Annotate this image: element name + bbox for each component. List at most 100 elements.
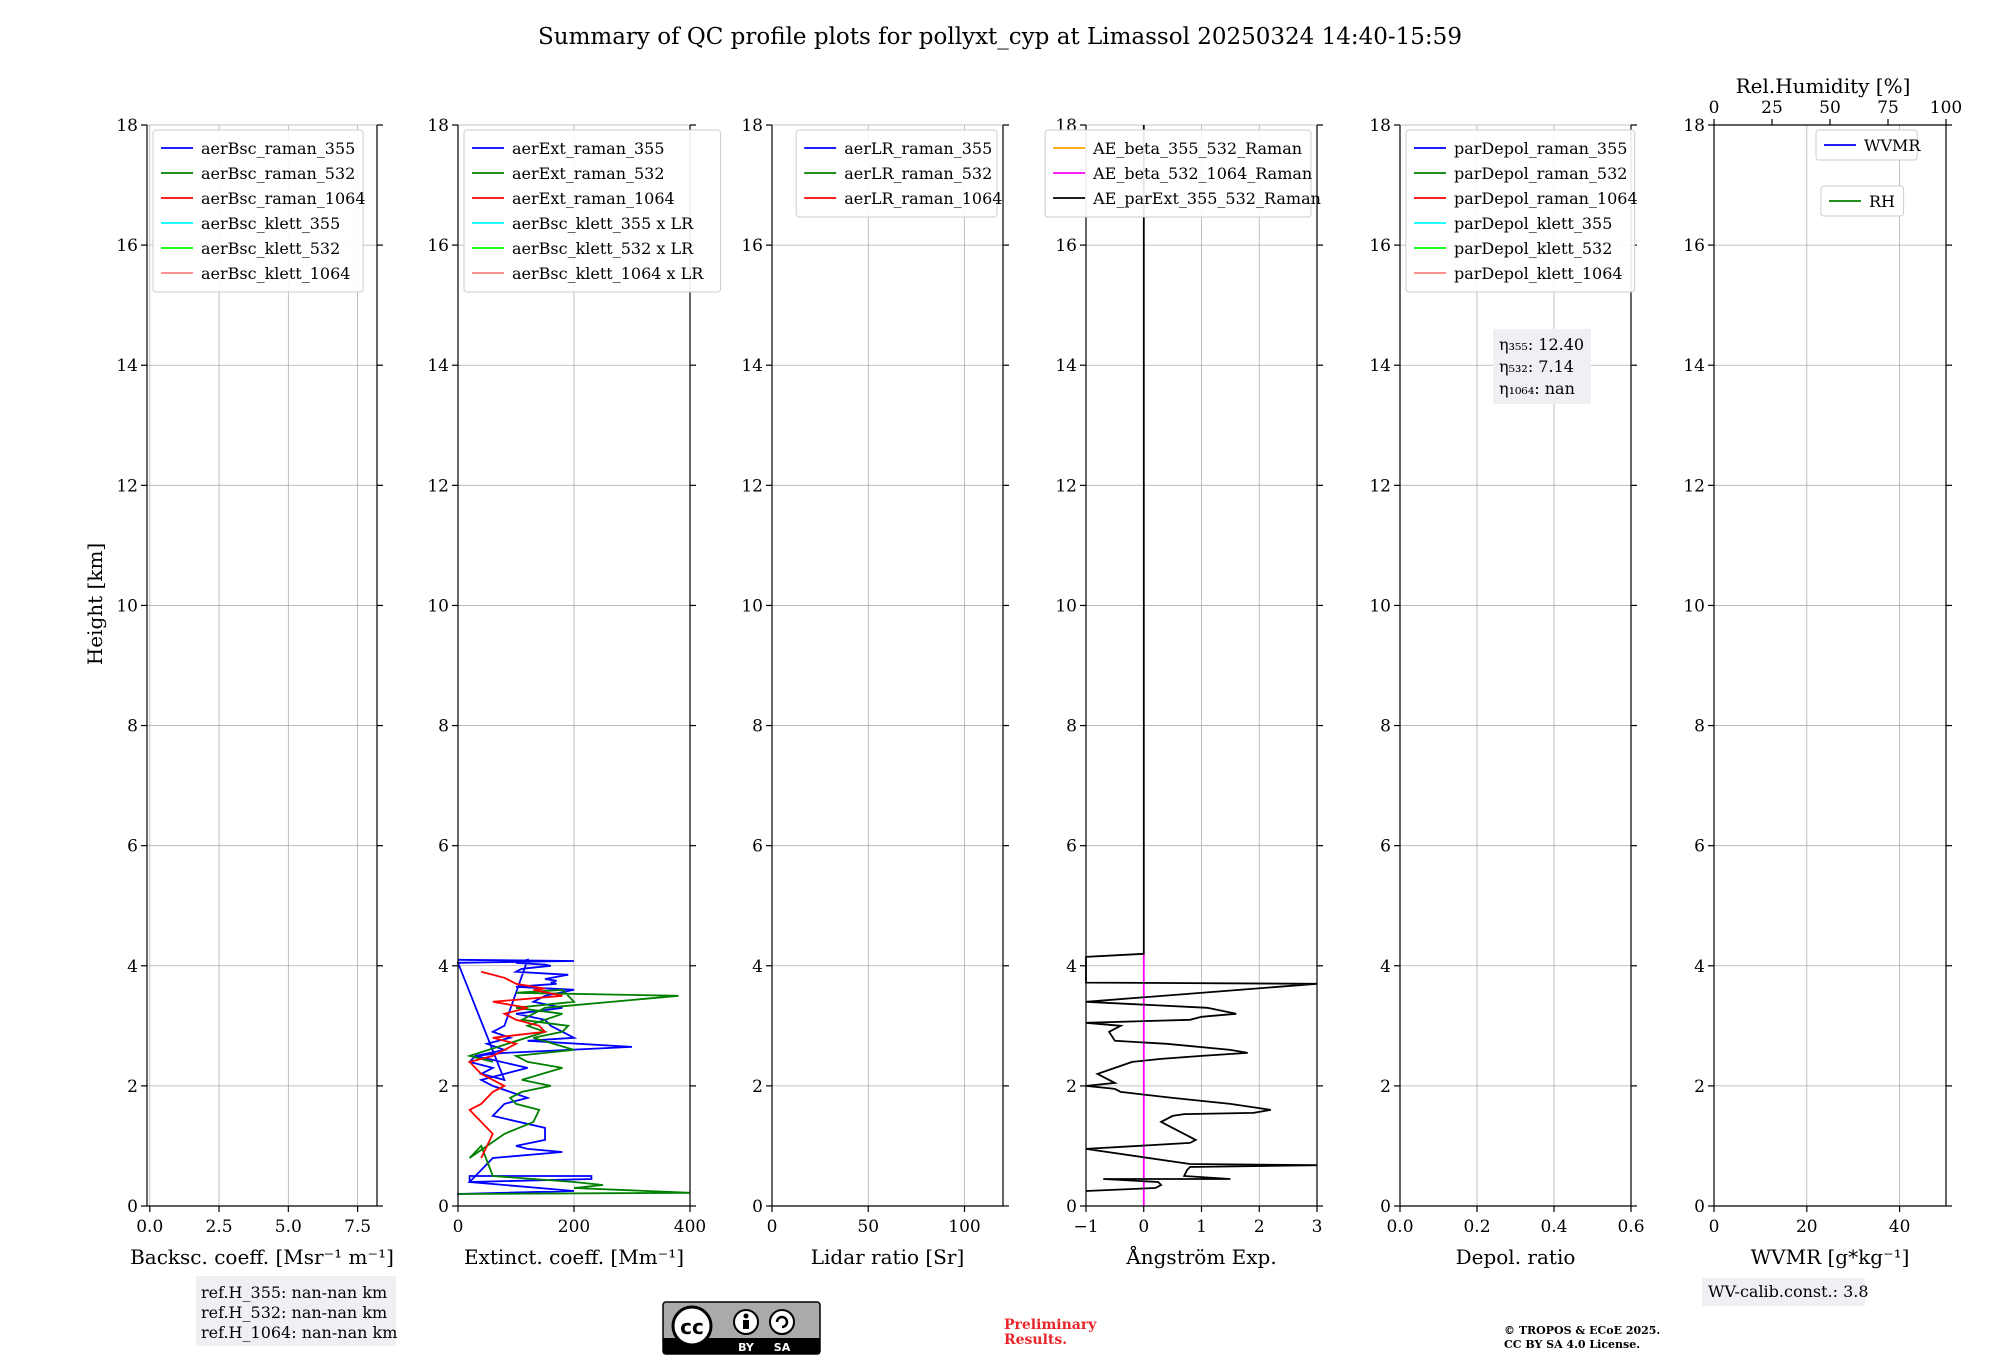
legend-label: parDepol_klett_355	[1454, 214, 1612, 233]
x-tick-label: 0.2	[1463, 1217, 1490, 1237]
preliminary-label-1: Preliminary	[1004, 1317, 1097, 1333]
x-axis-label: Depol. ratio	[1456, 1245, 1576, 1269]
x-tick-label: 400	[674, 1217, 706, 1237]
y-tick-label: 2	[752, 1077, 763, 1097]
panel-5: 0 2 4 6 8 10 12 14 16 18 0.0 0.2 0.4 0.6 Depol. ratio p…	[1369, 116, 1644, 1269]
rh-tick-label: 75	[1877, 98, 1899, 118]
y-tick-label: 12	[741, 476, 763, 496]
legend-label: aerBsc_raman_532	[201, 164, 355, 183]
legend-label: aerBsc_klett_532	[201, 239, 340, 258]
y-tick-label: 16	[116, 236, 138, 256]
preliminary-label-2: Results.	[1004, 1332, 1067, 1348]
x-tick-label: 2.5	[206, 1217, 233, 1237]
y-tick-label: 4	[752, 957, 763, 977]
y-tick-label: 14	[1055, 356, 1077, 376]
legend-box	[1820, 185, 1905, 217]
x-tick-label: 7.5	[344, 1217, 371, 1237]
y-tick-label: 10	[741, 596, 763, 616]
wv-calib-box	[1702, 1278, 1865, 1306]
cc-sa-label: SA	[774, 1341, 791, 1354]
x-tick-label: 0	[1138, 1217, 1149, 1237]
svg-text:cc: cc	[680, 1315, 704, 1339]
y-tick-label: 0	[1066, 1197, 1077, 1217]
ref-height-box: ref.H_355: nan-nan km ref.H_532: nan-nan…	[196, 1276, 397, 1346]
legend-label: parDepol_klett_1064	[1454, 264, 1623, 283]
figure-title: Summary of QC profile plots for pollyxt_…	[538, 24, 1462, 50]
y-tick-label: 2	[1380, 1077, 1391, 1097]
y-tick-label: 0	[127, 1197, 138, 1217]
ref-h-355: ref.H_355: nan-nan km	[201, 1283, 387, 1302]
legend-label: parDepol_raman_355	[1454, 139, 1627, 158]
y-tick-label: 2	[438, 1077, 449, 1097]
y-tick-label: 2	[1694, 1077, 1705, 1097]
y-tick-label: 10	[1055, 596, 1077, 616]
cc-by-label: BY	[738, 1341, 755, 1354]
rh-tick-label: 25	[1761, 98, 1783, 118]
y-tick-label: 18	[116, 116, 138, 136]
x-tick-label: 0.4	[1540, 1217, 1567, 1237]
y-tick-label: 6	[1066, 837, 1077, 857]
rh-tick-label: 0	[1709, 98, 1720, 118]
legend-label: AE_beta_532_1064_Raman	[1092, 164, 1312, 183]
y-tick-label: 6	[1380, 837, 1391, 857]
y-tick-label: 2	[127, 1077, 138, 1097]
x-tick-label: 40	[1889, 1217, 1911, 1237]
legend-label: aerExt_raman_532	[512, 164, 665, 183]
legend-label: aerLR_raman_532	[844, 164, 992, 183]
rh-top-axis: Rel.Humidity [%] 0 25 50 75 100	[1709, 74, 1962, 126]
eta-532: η₅₃₂: 7.14	[1499, 357, 1574, 376]
legend-box	[1815, 129, 1918, 161]
y-tick-label: 6	[752, 837, 763, 857]
y-tick-label: 8	[1380, 717, 1391, 737]
y-tick-label: 0	[752, 1197, 763, 1217]
x-tick-label: 1	[1196, 1217, 1207, 1237]
y-tick-label: 16	[1683, 236, 1705, 256]
y-tick-label: 6	[1694, 837, 1705, 857]
x-axis-label: Extinct. coeff. [Mm⁻¹]	[464, 1245, 684, 1269]
x-axis-label: Lidar ratio [Sr]	[811, 1245, 965, 1269]
x-axis-label: Backsc. coeff. [Msr⁻¹ m⁻¹]	[130, 1245, 394, 1269]
x-tick-label: 3	[1312, 1217, 1323, 1237]
y-tick-label: 4	[1694, 957, 1705, 977]
legend-box	[152, 129, 364, 293]
x-tick-label: 50	[857, 1217, 879, 1237]
legend-label: parDepol_raman_1064	[1454, 189, 1638, 208]
x-tick-label: 200	[558, 1217, 590, 1237]
y-tick-label: 10	[427, 596, 449, 616]
y-tick-label: 18	[1369, 116, 1391, 136]
x-tick-label: 0.0	[136, 1217, 163, 1237]
legend-label: AE_parExt_355_532_Raman	[1092, 189, 1321, 208]
panel-6: 0 2 4 6 8 10 12 14 16 18 0 20 40 WVMR [g*kg⁻¹] WVMR RH	[1683, 116, 1952, 1269]
legend-label: aerLR_raman_1064	[844, 189, 1002, 208]
y-tick-label: 14	[427, 356, 449, 376]
y-tick-label: 16	[427, 236, 449, 256]
x-tick-label: −1	[1073, 1217, 1098, 1237]
x-tick-label: 5.0	[275, 1217, 302, 1237]
y-tick-label: 18	[427, 116, 449, 136]
y-tick-label: 12	[427, 476, 449, 496]
y-tick-label: 0	[1380, 1197, 1391, 1217]
y-tick-label: 4	[438, 957, 449, 977]
legend-box	[1044, 129, 1312, 218]
y-tick-label: 8	[1694, 717, 1705, 737]
y-tick-label: 16	[741, 236, 763, 256]
panel-3: 0 2 4 6 8 10 12 14 16 18 0 50 100 Lidar ratio [Sr] aer…	[741, 116, 1009, 1269]
y-tick-label: 10	[1369, 596, 1391, 616]
series-aerExt_raman_532	[457, 988, 691, 1195]
legend-label: aerBsc_klett_355	[201, 214, 340, 233]
x-tick-label: 2	[1254, 1217, 1265, 1237]
y-tick-label: 18	[741, 116, 763, 136]
legend-box	[463, 129, 722, 293]
y-tick-label: 4	[1380, 957, 1391, 977]
legend-label: aerBsc_raman_355	[201, 139, 355, 158]
cc-icon	[671, 1305, 713, 1347]
series-aerExt_raman_355	[456, 958, 633, 1196]
y-tick-label: 6	[438, 837, 449, 857]
y-tick-label: 12	[1683, 476, 1705, 496]
x-tick-label: 100	[948, 1217, 980, 1237]
y-tick-label: 12	[1055, 476, 1077, 496]
ref-h-532: ref.H_532: nan-nan km	[201, 1303, 387, 1322]
y-tick-label: 6	[127, 837, 138, 857]
